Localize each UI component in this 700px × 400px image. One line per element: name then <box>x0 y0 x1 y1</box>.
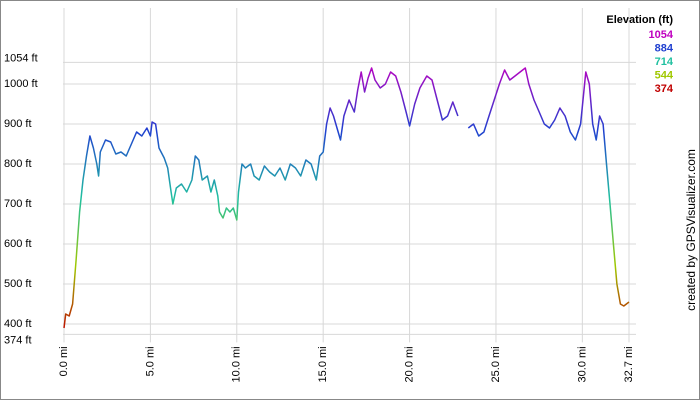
legend-title: Elevation (ft) <box>606 14 673 26</box>
x-tick-label: 25.0 mi <box>490 346 502 382</box>
legend-value: 544 <box>655 69 674 81</box>
legend-value: 1054 <box>649 29 674 41</box>
x-tick-label: 32.7 mi <box>623 346 635 382</box>
x-tick-label: 10.0 mi <box>231 346 243 382</box>
y-tick-label: 900 ft <box>4 118 32 130</box>
y-tick-label: 400 ft <box>4 318 32 330</box>
y-tick-label: 800 ft <box>4 158 32 170</box>
x-tick-label: 20.0 mi <box>403 346 415 382</box>
legend-value: 884 <box>655 42 674 54</box>
x-tick-label: 15.0 mi <box>317 346 329 382</box>
y-tick-label: 600 ft <box>4 238 32 250</box>
legend-value: 374 <box>655 83 674 95</box>
legend-value: 714 <box>655 56 674 68</box>
y-tick-label: 374 ft <box>4 334 32 346</box>
x-tick-label: 0.0 mi <box>58 346 70 376</box>
y-tick-label: 500 ft <box>4 278 32 290</box>
y-tick-label: 1000 ft <box>4 78 38 90</box>
x-tick-label: 5.0 mi <box>144 346 156 376</box>
elevation-line <box>63 67 630 329</box>
credit: created by GPSVisualizer.com <box>684 149 698 311</box>
y-tick-label: 700 ft <box>4 198 32 210</box>
y-tick-label: 1054 ft <box>4 52 38 64</box>
x-tick-label: 30.0 mi <box>576 346 588 382</box>
